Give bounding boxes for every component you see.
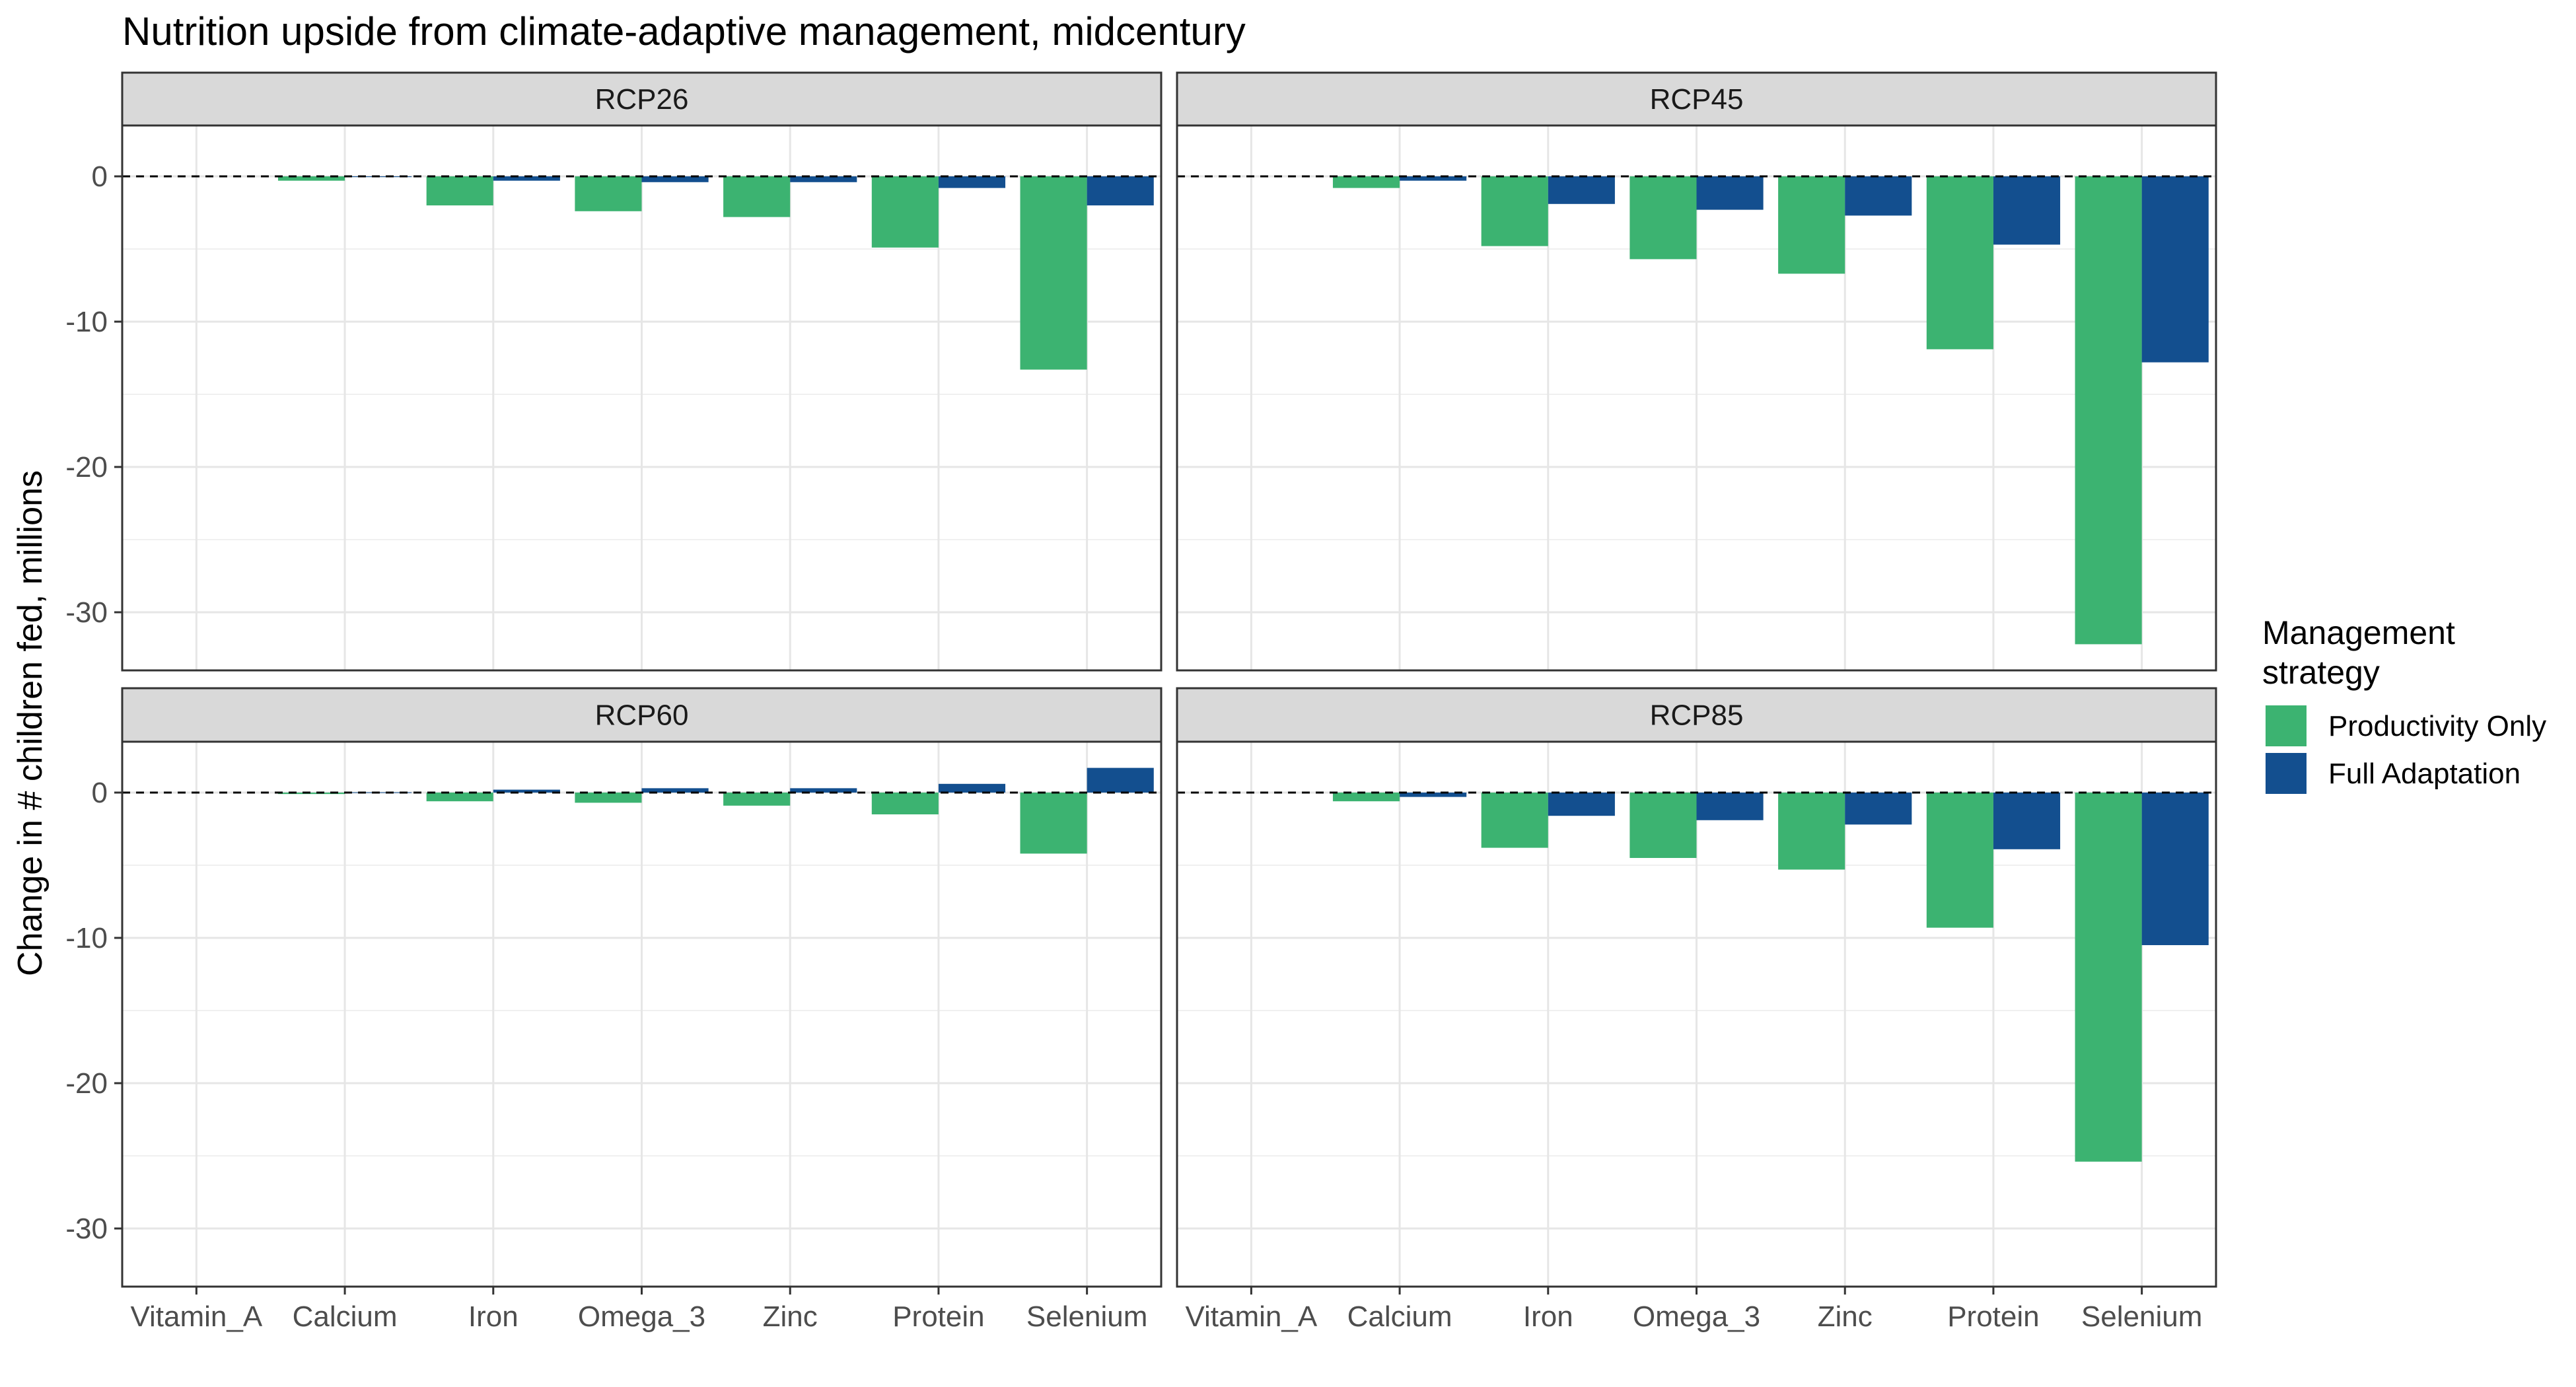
bar-rcp85-calcium-full-adaptation bbox=[1400, 793, 1467, 797]
bar-rcp85-protein-full-adaptation bbox=[1993, 793, 2061, 849]
bar-rcp85-zinc-full-adaptation bbox=[1845, 793, 1912, 825]
facet-rcp85: RCP85 Vitamin_A Calcium Iron Omega_3 Zinc Prot… bbox=[1176, 687, 2217, 1333]
facet-strip-label: RCP26 bbox=[595, 83, 689, 116]
bar-rcp45-protein-productivity-only bbox=[1926, 176, 1993, 349]
x-tick-label: Calcium bbox=[293, 1300, 398, 1333]
bar-rcp60-zinc-full-adaptation bbox=[790, 788, 857, 793]
bar-rcp45-calcium-productivity-only bbox=[1332, 176, 1400, 188]
x-tick-label: Calcium bbox=[1347, 1300, 1452, 1333]
x-tick-label: Omega_3 bbox=[578, 1300, 705, 1333]
bar-rcp45-iron-productivity-only bbox=[1481, 176, 1548, 246]
bar-rcp26-omega_3-full-adaptation bbox=[641, 176, 709, 182]
y-tick-label: -10 bbox=[65, 922, 108, 954]
bar-rcp60-iron-full-adaptation bbox=[493, 789, 560, 793]
bar-rcp45-omega_3-productivity-only bbox=[1629, 176, 1697, 260]
x-tick-label: Selenium bbox=[1026, 1300, 1147, 1333]
bar-rcp45-selenium-full-adaptation bbox=[2141, 176, 2209, 363]
bar-rcp60-selenium-productivity-only bbox=[1020, 793, 1087, 854]
bar-rcp45-iron-full-adaptation bbox=[1548, 176, 1615, 204]
facet-panels: RCP26 0 -10 -20 -30 RCP45 RCP60 0 -10 -20 -30 Vitam… bbox=[65, 71, 2217, 1333]
bar-rcp85-protein-productivity-only bbox=[1926, 793, 1993, 928]
legend-title-line: strategy bbox=[2262, 654, 2380, 691]
bar-rcp85-omega_3-productivity-only bbox=[1629, 793, 1697, 858]
y-tick-label: -20 bbox=[65, 451, 108, 483]
x-tick-label: Zinc bbox=[763, 1300, 818, 1333]
bar-rcp85-selenium-productivity-only bbox=[2075, 793, 2142, 1162]
x-tick-label: Selenium bbox=[2081, 1300, 2202, 1333]
y-axis-title: Change in # children fed, millions bbox=[11, 470, 50, 976]
bar-rcp26-omega_3-productivity-only bbox=[575, 176, 642, 211]
bar-rcp26-iron-full-adaptation bbox=[493, 176, 560, 181]
bar-rcp60-selenium-full-adaptation bbox=[1087, 767, 1154, 793]
x-tick-label: Zinc bbox=[1818, 1300, 1873, 1333]
legend-label: Full Adaptation bbox=[2328, 758, 2521, 790]
bar-rcp60-protein-full-adaptation bbox=[938, 783, 1006, 793]
x-tick-label: Iron bbox=[468, 1300, 519, 1333]
facet-strip-label: RCP60 bbox=[595, 699, 689, 732]
bar-rcp85-omega_3-full-adaptation bbox=[1696, 793, 1764, 820]
bar-rcp85-iron-productivity-only bbox=[1481, 793, 1548, 848]
x-tick-label: Protein bbox=[1947, 1300, 2039, 1333]
x-tick-label: Omega_3 bbox=[1633, 1300, 1760, 1333]
bar-rcp45-calcium-full-adaptation bbox=[1400, 176, 1467, 181]
legend-key bbox=[2266, 705, 2307, 746]
y-tick-label: -20 bbox=[65, 1067, 108, 1100]
bar-rcp26-selenium-full-adaptation bbox=[1087, 176, 1154, 205]
bar-rcp60-iron-productivity-only bbox=[426, 793, 493, 802]
x-tick-label: Iron bbox=[1523, 1300, 1573, 1333]
bar-rcp26-protein-productivity-only bbox=[871, 176, 939, 248]
bar-rcp60-protein-productivity-only bbox=[871, 793, 939, 814]
y-tick-label: -30 bbox=[65, 596, 108, 629]
x-tick-label: Vitamin_A bbox=[1185, 1300, 1317, 1333]
facet-strip bbox=[121, 687, 1163, 743]
x-tick-label: Protein bbox=[892, 1300, 984, 1333]
legend-title-line: Management bbox=[2262, 614, 2455, 651]
chart-title: Nutrition upside from climate-adaptive m… bbox=[122, 9, 1246, 53]
panel-border bbox=[1176, 124, 2217, 672]
y-tick-label: 0 bbox=[92, 777, 108, 809]
bar-rcp26-zinc-productivity-only bbox=[723, 176, 791, 217]
facet-strip-label: RCP85 bbox=[1650, 699, 1744, 732]
bar-rcp26-selenium-productivity-only bbox=[1020, 176, 1087, 370]
bar-rcp26-zinc-full-adaptation bbox=[790, 176, 857, 182]
bar-rcp26-calcium-productivity-only bbox=[277, 176, 345, 181]
bar-rcp45-zinc-productivity-only bbox=[1778, 176, 1845, 274]
bar-rcp45-zinc-full-adaptation bbox=[1845, 176, 1912, 216]
bar-rcp60-calcium-productivity-only bbox=[277, 793, 345, 795]
bar-rcp45-protein-full-adaptation bbox=[1993, 176, 2061, 245]
bar-rcp85-iron-full-adaptation bbox=[1548, 793, 1615, 816]
legend-label: Productivity Only bbox=[2328, 710, 2546, 742]
legend-key bbox=[2266, 753, 2307, 794]
facet-rcp45: RCP45 bbox=[1176, 71, 2217, 672]
bar-rcp45-selenium-productivity-only bbox=[2075, 176, 2142, 645]
bar-rcp85-zinc-productivity-only bbox=[1778, 793, 1845, 870]
y-tick-label: -10 bbox=[65, 306, 108, 338]
bar-rcp85-calcium-productivity-only bbox=[1332, 793, 1400, 802]
bar-rcp60-omega_3-productivity-only bbox=[575, 793, 642, 803]
facet-rcp26: RCP26 0 -10 -20 -30 bbox=[65, 71, 1163, 672]
y-tick-label: -30 bbox=[65, 1213, 108, 1245]
bar-rcp26-protein-full-adaptation bbox=[938, 176, 1006, 188]
facet-strip bbox=[121, 71, 1163, 127]
facet-strip-label: RCP45 bbox=[1650, 83, 1744, 116]
bar-rcp85-selenium-full-adaptation bbox=[2141, 793, 2209, 945]
panel-border bbox=[121, 124, 1163, 672]
bar-rcp60-omega_3-full-adaptation bbox=[641, 788, 709, 793]
x-tick-label: Vitamin_A bbox=[130, 1300, 262, 1333]
bar-rcp60-zinc-productivity-only bbox=[723, 793, 791, 806]
y-tick-label: 0 bbox=[92, 160, 108, 193]
facet-rcp60: RCP60 0 -10 -20 -30 Vitamin_A Calcium Iron Omega… bbox=[65, 687, 1163, 1333]
facet-strip bbox=[1176, 687, 2217, 743]
bar-rcp45-omega_3-full-adaptation bbox=[1696, 176, 1764, 210]
bar-rcp26-iron-productivity-only bbox=[426, 176, 493, 205]
